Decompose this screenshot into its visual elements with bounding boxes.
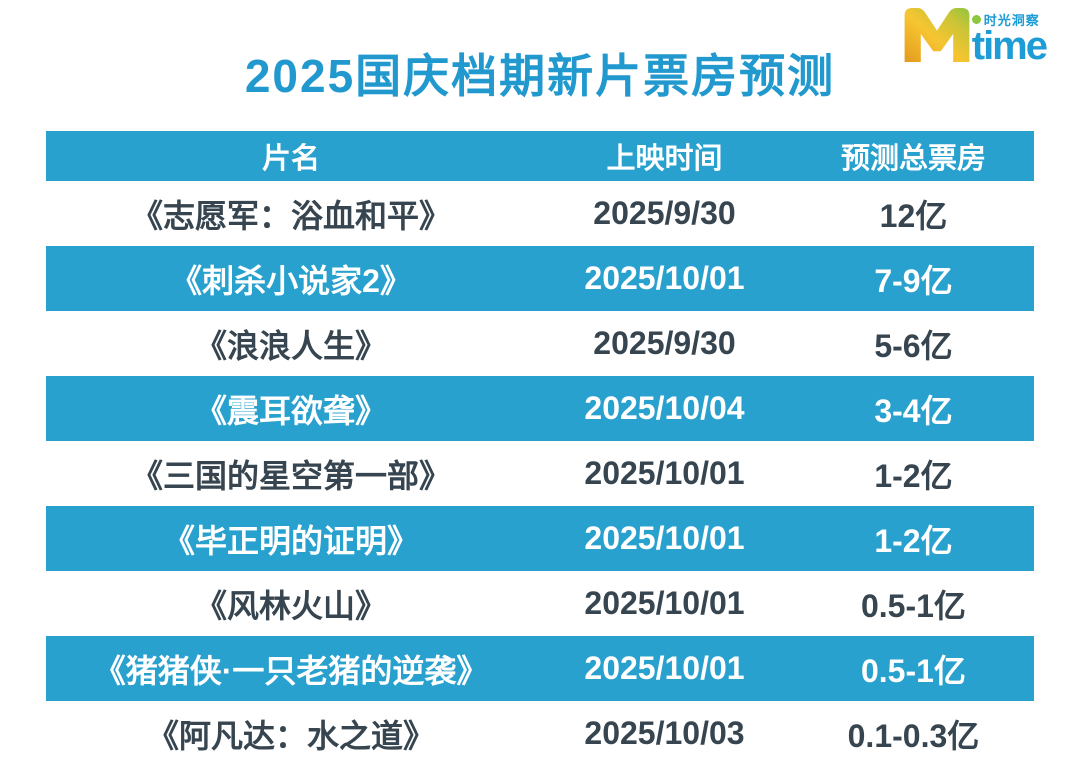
logo-tagline-text: 时光洞察 (983, 13, 1040, 28)
cell-film-name: 《毕正明的证明》 (163, 522, 420, 559)
logo-tagline: 时光洞察 (971, 10, 1040, 29)
table-row: 《三国的星空第一部》 2025/10/01 1-2亿 (46, 441, 1034, 506)
cell-release-date: 2025/10/01 (584, 260, 745, 296)
page-title: 2025国庆档期新片票房预测 (244, 50, 836, 102)
cell-release-date: 2025/10/03 (584, 715, 745, 751)
cell-predicted-box-office: 7-9亿 (874, 262, 953, 299)
table-body: 《志愿军：浴血和平》 2025/9/30 12亿《刺杀小说家2》 2025/10/01… (46, 181, 1034, 766)
table-row: 《风林火山》 2025/10/01 0.5-1亿 (46, 571, 1034, 636)
cell-release-date: 2025/10/01 (584, 650, 745, 686)
cell-release-date: 2025/9/30 (593, 325, 736, 361)
table-row: 《志愿军：浴血和平》 2025/9/30 12亿 (46, 181, 1034, 246)
table-row: 《毕正明的证明》 2025/10/01 1-2亿 (46, 506, 1034, 571)
cell-predicted-box-office: 0.5-1亿 (860, 587, 966, 624)
cell-film-name: 《猪猪侠·一只老猪的逆袭》 (93, 652, 489, 689)
mtime-logo: 时光洞察 time (904, 8, 1048, 68)
cell-release-date: 2025/10/01 (584, 585, 745, 621)
cell-release-date: 2025/10/04 (584, 390, 745, 426)
cell-predicted-box-office: 1-2亿 (874, 522, 953, 559)
table-row: 《震耳欲聋》 2025/10/04 3-4亿 (46, 376, 1034, 441)
cell-film-name: 《风林火山》 (195, 587, 388, 624)
logo-wordmark: time (971, 24, 1048, 68)
cell-predicted-box-office: 12亿 (879, 197, 948, 234)
cell-film-name: 《浪浪人生》 (195, 327, 388, 364)
logo-text-block: 时光洞察 time (971, 8, 1048, 68)
cell-predicted-box-office: 5-6亿 (874, 327, 953, 364)
mtime-m-icon (904, 8, 970, 62)
box-office-table: 片名 上映时间 预测总票房 《志愿军：浴血和平》 2025/9/30 12亿《刺杀小… (46, 131, 1034, 766)
cell-predicted-box-office: 1-2亿 (874, 457, 953, 494)
table-row: 《猪猪侠·一只老猪的逆袭》 2025/10/01 0.5-1亿 (46, 636, 1034, 701)
cell-predicted-box-office: 3-4亿 (874, 392, 953, 429)
table-row: 《浪浪人生》 2025/9/30 5-6亿 (46, 311, 1034, 376)
cell-predicted-box-office: 0.5-1亿 (860, 652, 966, 689)
cell-film-name: 《刺杀小说家2》 (170, 262, 412, 299)
table-row: 《刺杀小说家2》 2025/10/01 7-9亿 (46, 246, 1034, 311)
cell-film-name: 《志愿军：浴血和平》 (131, 197, 452, 234)
table-row: 《阿凡达：水之道》 2025/10/03 0.1-0.3亿 (46, 701, 1034, 766)
col-header-film-name: 片名 (262, 143, 321, 175)
cell-release-date: 2025/10/01 (584, 520, 745, 556)
col-header-predicted-box-office: 预测总票房 (840, 143, 986, 175)
cell-film-name: 《阿凡达：水之道》 (147, 717, 436, 754)
cell-release-date: 2025/10/01 (584, 455, 745, 491)
green-dot-icon (971, 15, 981, 24)
table-header-row: 片名 上映时间 预测总票房 (46, 131, 1034, 181)
cell-predicted-box-office: 0.1-0.3亿 (847, 717, 980, 754)
col-header-release-date: 上映时间 (606, 143, 723, 175)
cell-release-date: 2025/9/30 (593, 195, 736, 231)
cell-film-name: 《震耳欲聋》 (195, 392, 388, 429)
cell-film-name: 《三国的星空第一部》 (131, 457, 452, 494)
